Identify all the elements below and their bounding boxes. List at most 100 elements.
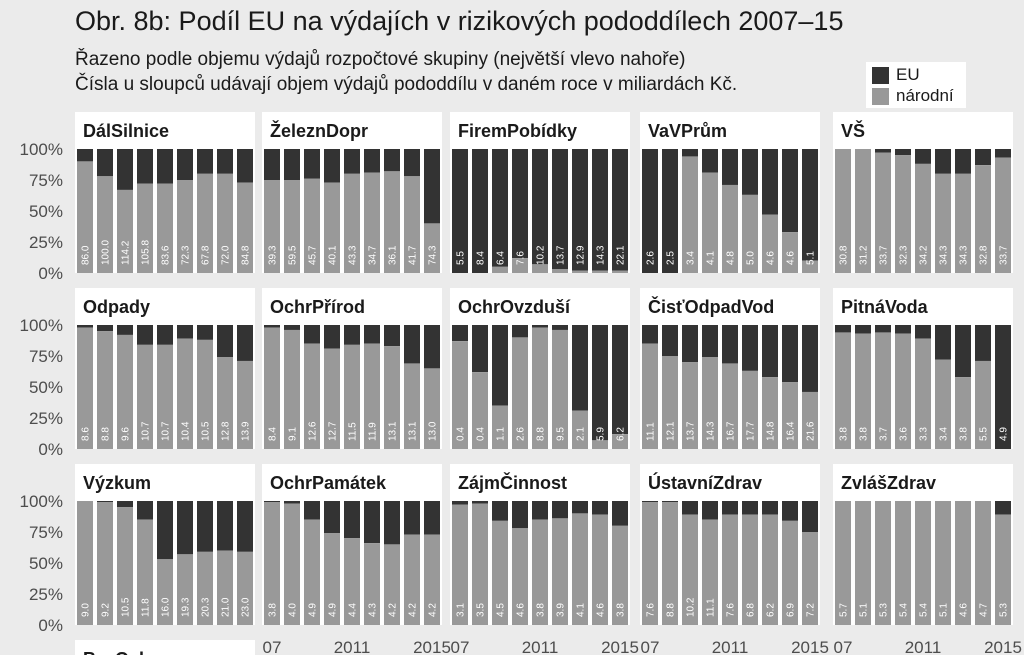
panel-15-value-label-2015: 5.3	[999, 603, 1010, 617]
panel-5-bar-eu-2013	[955, 149, 971, 174]
panel-15-value-label-2011: 5.4	[919, 603, 930, 617]
panel-3-value-label-2011: 10.2	[536, 245, 547, 265]
panel-6-value-label-2010: 10.7	[141, 421, 152, 441]
panel-12-value-label-2014: 4.2	[408, 603, 419, 617]
panel-11-bar-national-2011	[157, 559, 173, 625]
panel-1-bar-national-2010	[137, 183, 153, 273]
panel-8-value-label-2008: 0.4	[476, 427, 487, 441]
panel-12-bar-eu-2014	[404, 501, 420, 535]
panel-9-bar-eu-2011	[722, 325, 738, 364]
panel-6: Odpady 8.6 8.8 9.6 10.7 10.7 10.4 10.5 12.8 13.9 0…	[20, 288, 255, 459]
panel-14-bar-national-2014	[782, 520, 798, 625]
panel-10-value-label-2014: 5.5	[979, 427, 990, 441]
panel-2-bar-national-2008	[284, 180, 300, 273]
panel-15-bar-national-2011	[915, 501, 931, 625]
panel-5-bar-eu-2014	[975, 149, 991, 166]
panel-3-value-label-2015: 22.1	[616, 245, 627, 265]
panel-8-bar-national-2007	[452, 341, 468, 449]
panel-11-bar-eu-2014	[217, 501, 233, 551]
panel-12-bar-national-2012	[364, 543, 380, 625]
panel-6-title: Odpady	[83, 297, 150, 317]
panel-5-value-label-2012: 34.3	[939, 245, 950, 265]
panel-7-bar-eu-2013	[384, 325, 400, 347]
panel-5-strip	[833, 112, 1013, 149]
panel-11-bar-national-2009	[117, 507, 133, 625]
panel-14-bar-national-2013	[762, 514, 778, 625]
panel-8-bar-national-2009	[492, 405, 508, 449]
panel-2-bar-eu-2010	[324, 149, 340, 183]
panel-7-title: OchrPřírod	[270, 297, 365, 317]
panel-11-bar-national-2008	[97, 502, 113, 625]
panel-2-bar-eu-2008	[284, 149, 300, 180]
panel-13-bar-eu-2010	[512, 501, 528, 529]
panel-3-bar-national-2014	[592, 270, 608, 273]
panel-7-value-label-2015: 13.0	[428, 421, 439, 441]
panel-2-bar-national-2011	[344, 173, 360, 273]
panel-6-value-label-2009: 9.6	[121, 427, 132, 441]
panel-13-bar-national-2015	[612, 525, 628, 625]
panel-1-value-label-2013: 67.8	[201, 245, 212, 265]
panel-5-bar-eu-2009	[875, 149, 891, 153]
panel-13-bar-national-2008	[472, 503, 488, 625]
panel-10-bar-eu-2009	[875, 325, 891, 333]
panel-12-value-label-2011: 4.4	[348, 603, 359, 617]
panel-5-bar-national-2007	[835, 149, 851, 273]
panel-11-value-label-2012: 19.3	[181, 597, 192, 617]
panel-13-value-label-2014: 4.6	[596, 603, 607, 617]
panel-1-value-label-2012: 72.3	[181, 245, 192, 265]
panel-6-bar-national-2008	[97, 331, 113, 449]
panel-14-bar-national-2009	[682, 514, 698, 625]
panel-14-bar-eu-2007	[642, 501, 658, 503]
panel-11-bar-eu-2009	[117, 501, 133, 508]
panel-3-bar-eu-2010	[512, 149, 528, 259]
panel-1-bar-eu-2012	[177, 149, 193, 180]
panel-12-bar-eu-2009	[304, 501, 320, 520]
panel-11-value-label-2015: 23.0	[241, 597, 252, 617]
panel-10-strip	[833, 288, 1013, 325]
panel-15-value-label-2012: 5.1	[939, 603, 950, 617]
panel-14-bar-eu-2011	[722, 501, 738, 515]
panel-13: ZájmČinnost 3.1 3.5 4.5 4.6 3.8 3.9 4.1 4.6 3.8	[450, 464, 630, 625]
panel-11-bar-national-2013	[197, 551, 213, 625]
panel-4-bar-eu-2014	[782, 149, 798, 233]
panel-8-bar-eu-2010	[512, 325, 528, 338]
panel-5-bar-national-2010	[895, 155, 911, 273]
panel-2-title: ŽeleznDopr	[270, 120, 368, 141]
panel-11-bar-eu-2011	[157, 501, 173, 560]
panel-10-bar-eu-2013	[955, 325, 971, 378]
panel-11-value-label-2011: 16.0	[161, 597, 172, 617]
panel-2-value-label-2014: 41.7	[408, 245, 419, 265]
panel-9-bar-eu-2010	[702, 325, 718, 358]
panel-13-bar-national-2014	[592, 514, 608, 625]
panel-2-value-label-2012: 34.7	[368, 245, 379, 265]
panel-14-value-label-2009: 10.2	[686, 597, 697, 617]
panel-5-bar-eu-2010	[895, 149, 911, 156]
panel-3-bar-eu-2015	[612, 149, 628, 271]
panel-7-value-label-2007: 8.4	[268, 427, 279, 441]
x-tick-col4-0: 07	[641, 638, 660, 655]
panel-9-bar-national-2014	[782, 382, 798, 449]
panel-5-value-label-2009: 33.7	[879, 245, 890, 265]
panel-1-y-tick-2: 50%	[29, 202, 63, 221]
panel-9-bar-eu-2015	[802, 325, 818, 392]
panel-1-y-tick-0: 0%	[38, 264, 63, 283]
panel-12: OchrPamátek 3.8 4.0 4.9 4.9 4.4 4.3 4.2 4.2 4.2	[262, 464, 442, 625]
panel-7-bar-national-2009	[304, 343, 320, 449]
x-tick-col5-0: 07	[834, 638, 853, 655]
panel-6-bar-eu-2008	[97, 325, 113, 332]
panel-2-value-label-2011: 43.3	[348, 245, 359, 265]
panel-14-bar-eu-2012	[742, 501, 758, 515]
panel-2-value-label-2007: 39.3	[268, 245, 279, 265]
panel-14-title: ÚstavníZdrav	[648, 472, 762, 493]
x-tick-col5-2: 2015	[984, 638, 1022, 655]
panel-1-value-label-2011: 83.6	[161, 245, 172, 265]
panel-1-value-label-2015: 84.8	[241, 245, 252, 265]
panel-13-bar-eu-2012	[552, 501, 568, 519]
panel-11-bar-national-2007	[77, 501, 93, 625]
panel-2-bar-eu-2015	[424, 149, 440, 224]
panel-1-bar-national-2015	[237, 182, 253, 273]
panel-13-value-label-2009: 4.5	[496, 603, 507, 617]
panel-5-bar-eu-2012	[935, 149, 951, 174]
panel-11-bar-eu-2012	[177, 501, 193, 555]
panel-15-value-label-2007: 5.7	[839, 603, 850, 617]
